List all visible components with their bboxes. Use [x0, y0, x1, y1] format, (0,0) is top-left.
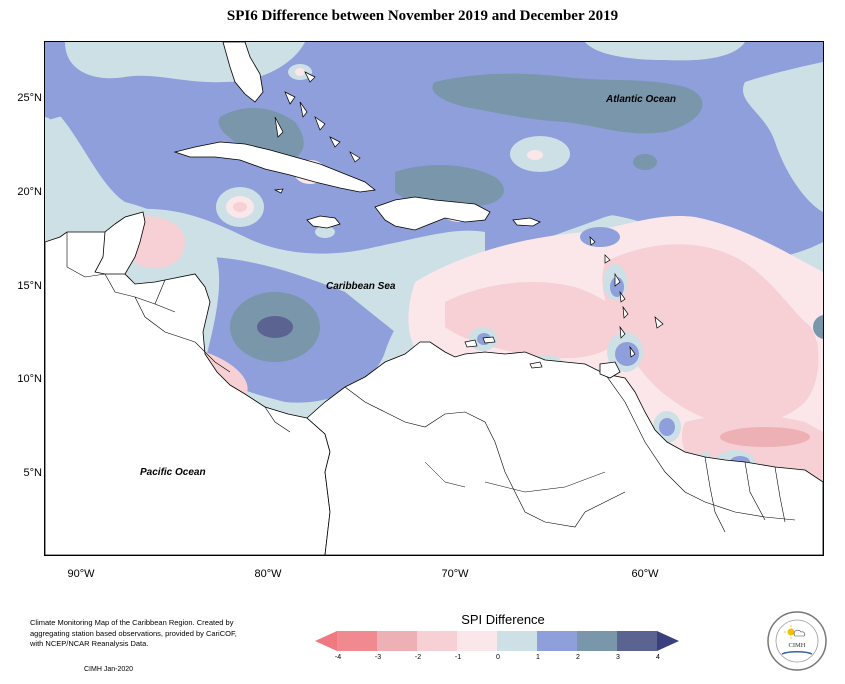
lat-label-15n: 15°N [17, 280, 42, 292]
legend-arrow-right [657, 631, 679, 651]
legend-tick-label: -2 [414, 654, 422, 661]
caribbean-sea-label: Caribbean Sea [326, 281, 396, 292]
legend-swatch [577, 631, 617, 651]
legend-swatch [417, 631, 457, 651]
legend-tick-label: 1 [536, 654, 540, 661]
land-hispaniola [374, 196, 491, 231]
land-trinidad [599, 361, 621, 379]
lon-label-90w: 90°W [67, 568, 95, 580]
legend-swatch [537, 631, 577, 651]
spi-zone-slate-atlantic [432, 73, 703, 134]
lon-label-80w: 80°W [254, 568, 282, 580]
land-south-america [306, 341, 823, 555]
legend-tick-label: 0 [496, 654, 500, 661]
legend-title: SPI Difference [461, 612, 545, 627]
legend-swatch [377, 631, 417, 651]
map-title: SPI6 Difference between November 2019 an… [226, 8, 619, 24]
logo-text: CIMH [789, 642, 806, 649]
spi-map [45, 42, 823, 555]
legend-tick-label: 2 [576, 654, 580, 661]
cimh-logo: CIMH [766, 610, 828, 672]
legend-swatch [497, 631, 537, 651]
spi-zone-pink-east-2 [602, 244, 819, 426]
spi-zone-slate-cuba [218, 107, 304, 164]
footer-credit: CIMH Jan-2020 [84, 666, 134, 673]
legend-swatch [617, 631, 657, 651]
lon-label-60w: 60°W [631, 568, 659, 580]
land-florida [222, 42, 264, 103]
land-jamaica [306, 215, 341, 229]
footer-description: Climate Monitoring Map of the Caribbean … [30, 618, 237, 648]
spi-zone-slate-hispaniola [395, 165, 504, 207]
land-cuba [173, 141, 376, 193]
atlantic-ocean-label: Atlantic Ocean [606, 94, 677, 105]
spi-zone-deep-pink [720, 427, 810, 447]
legend-swatch [457, 631, 497, 651]
land-puerto-rico [512, 217, 541, 227]
lat-label-25n: 25°N [17, 92, 42, 104]
legend-arrow-left [315, 631, 337, 651]
pacific-ocean-label: Pacific Ocean [140, 467, 206, 478]
lon-label-70w: 70°W [441, 568, 469, 580]
legend-tick-label: 3 [616, 654, 620, 661]
legend-swatch [337, 631, 377, 651]
legend-tick-label: -1 [454, 654, 462, 661]
map-panel [44, 41, 824, 556]
lat-label-5n: 5°N [23, 467, 42, 479]
lat-label-20n: 20°N [17, 186, 42, 198]
legend-tick-label: 4 [656, 654, 660, 661]
legend-tick-label: -3 [374, 654, 382, 661]
lat-label-10n: 10°N [17, 373, 42, 385]
spi-zone-light-central [115, 208, 485, 332]
legend-tick-label: -4 [334, 654, 342, 661]
legend-colorbar [315, 631, 679, 651]
land-yucatan [94, 211, 146, 275]
